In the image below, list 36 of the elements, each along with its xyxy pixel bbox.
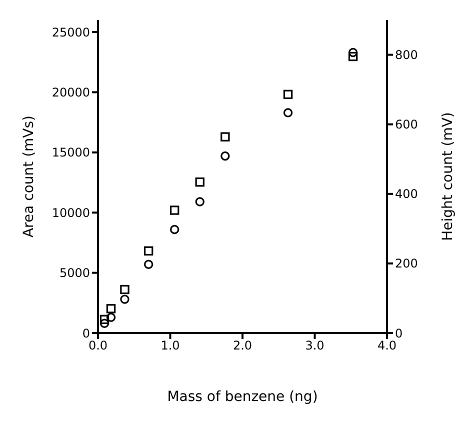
point — [283, 108, 293, 118]
point — [106, 304, 116, 314]
point — [220, 132, 230, 142]
point — [348, 48, 358, 58]
x-tick-label: 2.0 — [232, 338, 252, 353]
y-tick-label: 15000 — [52, 146, 90, 160]
point — [220, 151, 230, 161]
point — [120, 294, 130, 304]
x-tick-label: 0.0 — [88, 338, 108, 353]
point — [144, 246, 154, 256]
y2-tick-label: 800 — [395, 48, 418, 62]
point — [144, 260, 154, 269]
point — [195, 197, 204, 206]
point — [170, 224, 180, 234]
x-tick-label: 1.0 — [160, 338, 180, 353]
point — [170, 206, 180, 215]
y2-tick-label: 0 — [395, 326, 403, 340]
y2-axis-title: Height count (mV) — [440, 112, 456, 241]
point — [195, 177, 204, 187]
y2-tick-label: 600 — [395, 118, 418, 132]
x-tick-label: 4.0 — [377, 338, 397, 353]
y-tick-label: 25000 — [52, 25, 90, 40]
y-tick-label: 5000 — [59, 266, 90, 280]
x-tick-label: 3.0 — [305, 338, 324, 353]
y2-tick-label: 400 — [395, 187, 418, 202]
point — [100, 314, 110, 324]
y-tick-label: 10000 — [52, 206, 90, 220]
y-axis-title: Area count (mVs) — [20, 115, 37, 238]
y2-tick-label: 200 — [395, 256, 418, 271]
point — [106, 312, 116, 322]
y-tick-label: 0 — [82, 326, 90, 340]
point — [348, 52, 358, 62]
point — [283, 90, 293, 100]
x-axis-title: Mass of benzene (ng) — [167, 389, 318, 405]
point — [120, 284, 130, 294]
y-tick-label: 20000 — [52, 85, 90, 100]
